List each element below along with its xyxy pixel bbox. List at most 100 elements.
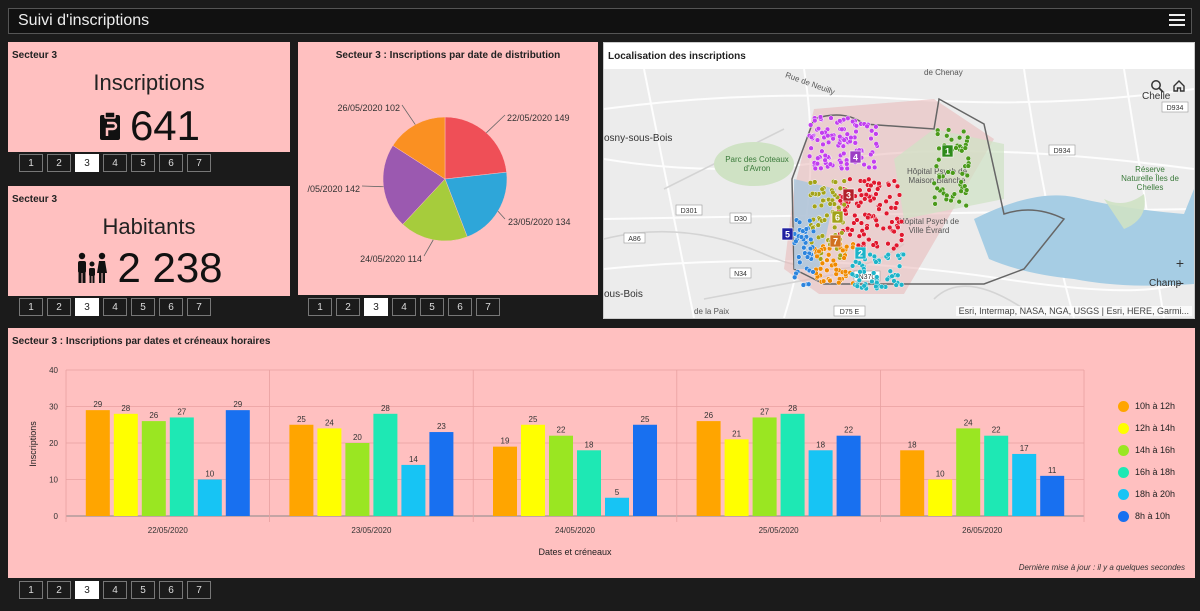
bar[interactable] bbox=[549, 435, 573, 516]
map-point[interactable] bbox=[819, 148, 825, 154]
legend-item[interactable]: 16h à 18h bbox=[1118, 466, 1175, 478]
map-point[interactable] bbox=[844, 165, 850, 172]
map-point[interactable] bbox=[965, 155, 971, 162]
bar[interactable] bbox=[780, 413, 805, 516]
bar[interactable] bbox=[752, 417, 777, 516]
map-point[interactable] bbox=[797, 259, 803, 266]
map-point[interactable] bbox=[832, 179, 839, 185]
search-icon[interactable] bbox=[1150, 79, 1164, 93]
map-point[interactable] bbox=[865, 214, 871, 221]
map-point[interactable] bbox=[796, 254, 802, 260]
map-point[interactable] bbox=[842, 207, 848, 213]
map-point[interactable] bbox=[961, 128, 967, 135]
map-point[interactable] bbox=[852, 140, 858, 146]
map-point[interactable] bbox=[840, 247, 846, 254]
page-button[interactable]: 2 bbox=[336, 298, 360, 316]
map-point[interactable] bbox=[889, 273, 895, 279]
legend-item[interactable]: 14h à 16h bbox=[1118, 444, 1175, 456]
legend-item[interactable]: 8h à 10h bbox=[1118, 510, 1175, 522]
map-point[interactable] bbox=[873, 141, 879, 147]
map-point[interactable] bbox=[841, 202, 847, 208]
map-point[interactable] bbox=[886, 182, 892, 188]
map-point[interactable] bbox=[837, 133, 843, 140]
map-point[interactable] bbox=[833, 271, 839, 277]
page-button[interactable]: 2 bbox=[47, 298, 71, 316]
bar[interactable] bbox=[345, 443, 370, 516]
map-point[interactable] bbox=[873, 259, 879, 265]
map-point[interactable] bbox=[807, 245, 814, 252]
page-button[interactable]: 6 bbox=[159, 298, 183, 316]
map-point[interactable] bbox=[808, 134, 815, 140]
map-point[interactable] bbox=[806, 153, 813, 159]
page-button[interactable]: 5 bbox=[131, 298, 155, 316]
map-point[interactable] bbox=[874, 274, 880, 280]
map-point[interactable] bbox=[868, 182, 874, 189]
bar[interactable] bbox=[984, 435, 1009, 516]
map-point[interactable] bbox=[822, 157, 828, 163]
bar[interactable] bbox=[373, 413, 398, 516]
map-point[interactable] bbox=[900, 251, 907, 258]
map-point[interactable] bbox=[819, 233, 826, 239]
map-point[interactable] bbox=[844, 244, 850, 250]
map-point[interactable] bbox=[873, 131, 879, 137]
bar[interactable] bbox=[836, 435, 861, 516]
map-point[interactable] bbox=[956, 135, 963, 141]
map-point[interactable] bbox=[808, 236, 814, 243]
map-point[interactable] bbox=[827, 278, 833, 284]
map-point[interactable] bbox=[798, 234, 805, 240]
map-point[interactable] bbox=[812, 179, 818, 185]
pie-slice[interactable] bbox=[444, 116, 507, 180]
map-point[interactable] bbox=[893, 282, 899, 288]
map-point[interactable] bbox=[876, 180, 882, 187]
map-point[interactable] bbox=[875, 186, 881, 192]
map-point[interactable] bbox=[873, 217, 879, 223]
map-point[interactable] bbox=[824, 267, 830, 273]
map-point[interactable] bbox=[889, 219, 895, 225]
map-point[interactable] bbox=[803, 226, 810, 232]
bar[interactable] bbox=[429, 432, 454, 516]
map-point[interactable] bbox=[931, 180, 937, 186]
map-point[interactable] bbox=[891, 278, 897, 284]
map-point[interactable] bbox=[932, 201, 938, 207]
map-point[interactable] bbox=[852, 212, 858, 219]
map-point[interactable] bbox=[894, 200, 900, 206]
map-point[interactable] bbox=[819, 260, 826, 266]
map-point[interactable] bbox=[820, 141, 826, 148]
page-button[interactable]: 7 bbox=[187, 154, 211, 172]
map-point[interactable] bbox=[854, 283, 860, 289]
map-point[interactable] bbox=[861, 178, 868, 184]
map-point[interactable] bbox=[855, 203, 862, 209]
map-point[interactable] bbox=[887, 194, 893, 200]
home-icon[interactable] bbox=[1172, 79, 1186, 93]
map-point[interactable] bbox=[825, 133, 831, 139]
map-point[interactable] bbox=[861, 283, 867, 289]
map-point[interactable] bbox=[825, 139, 832, 146]
hamburger-icon[interactable] bbox=[1169, 11, 1185, 29]
bar[interactable] bbox=[225, 410, 250, 516]
map-point[interactable] bbox=[847, 232, 853, 238]
bar[interactable] bbox=[577, 450, 601, 516]
page-button[interactable]: 7 bbox=[187, 298, 211, 316]
map-point[interactable] bbox=[830, 189, 836, 196]
map-point[interactable] bbox=[866, 187, 872, 193]
page-button[interactable]: 5 bbox=[131, 154, 155, 172]
map-point[interactable] bbox=[818, 202, 825, 209]
map-point[interactable] bbox=[833, 267, 839, 273]
map-point[interactable] bbox=[945, 127, 952, 133]
sector-marker[interactable] bbox=[941, 144, 954, 158]
map-point[interactable] bbox=[862, 196, 868, 202]
page-button[interactable]: 2 bbox=[47, 154, 71, 172]
map-point[interactable] bbox=[800, 282, 807, 288]
map-point[interactable] bbox=[891, 245, 897, 252]
page-button[interactable]: 6 bbox=[448, 298, 472, 316]
map-point[interactable] bbox=[839, 230, 845, 236]
map-point[interactable] bbox=[965, 163, 971, 169]
map-point[interactable] bbox=[899, 232, 905, 238]
map-point[interactable] bbox=[885, 252, 891, 258]
map-point[interactable] bbox=[964, 187, 970, 193]
bar[interactable] bbox=[900, 450, 925, 516]
map-point[interactable] bbox=[948, 197, 954, 204]
map-point[interactable] bbox=[814, 161, 821, 167]
map-point[interactable] bbox=[953, 145, 959, 151]
map-point[interactable] bbox=[827, 161, 834, 167]
